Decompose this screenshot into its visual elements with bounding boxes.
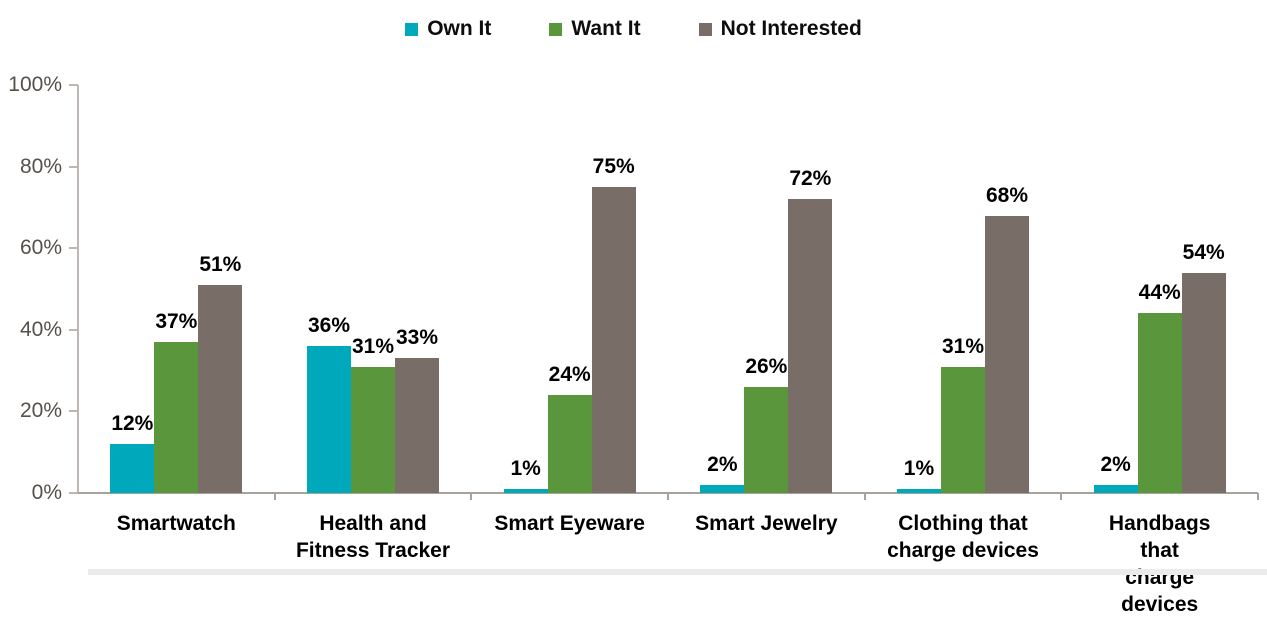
y-tick-label: 0%: [31, 481, 62, 504]
bar-value-label: 26%: [745, 354, 788, 378]
bar-value-label: 2%: [1100, 452, 1131, 476]
bar-group: 2% 26% 72%: [668, 85, 865, 493]
category-label: Handbags that charge devices: [1108, 512, 1211, 616]
bar-group: 36% 31% 33%: [275, 85, 472, 493]
bar-value-label: 31%: [351, 334, 394, 358]
y-tick-label: 60%: [19, 236, 62, 260]
bar-value-label: 72%: [789, 167, 832, 191]
legend-item: Want It: [549, 17, 641, 41]
bar-not-interested: 72%: [788, 167, 833, 493]
bar-value-label: 24%: [548, 363, 591, 387]
bar-own-it: 2%: [1093, 453, 1138, 493]
legend-item: Not Interested: [698, 17, 862, 41]
x-tick: [1060, 493, 1063, 500]
bar-own-it: 12%: [110, 412, 155, 493]
category-label: Smartwatch: [116, 512, 236, 535]
legend-swatch-icon: [405, 22, 419, 36]
bar-value-label: 54%: [1182, 240, 1225, 264]
bar-own-it: 36%: [306, 314, 351, 493]
bar-value-label: 36%: [307, 314, 350, 338]
legend-label: Want It: [571, 17, 641, 40]
bar-own-it: 1%: [503, 457, 548, 493]
category-label: Health and Fitness Tracker: [295, 512, 451, 562]
bar-own-it: 2%: [700, 453, 745, 493]
y-tick: [69, 328, 78, 331]
y-tick-label: 100%: [8, 73, 62, 96]
bar-group: 2% 44% 54%: [1061, 85, 1258, 493]
bar-not-interested: 51%: [198, 253, 243, 493]
bar-group: 1% 24% 75%: [471, 85, 668, 493]
legend-item: Own It: [405, 17, 491, 41]
bar-group: 1% 31% 68%: [865, 85, 1062, 493]
category-label: Clothing that charge devices: [887, 512, 1039, 562]
legend-swatch-icon: [549, 22, 563, 36]
bar-value-label: 37%: [155, 310, 198, 334]
bar-want-it: 31%: [940, 335, 985, 493]
bar-value-label: 12%: [111, 412, 154, 436]
bar-want-it: 37%: [154, 310, 199, 493]
x-tick: [470, 493, 473, 500]
bar-own-it: 1%: [896, 457, 941, 493]
bar-value-label: 75%: [592, 155, 635, 178]
plot-area: 0% 20% 40% 60% 80% 100% 12% 37% 51% Smartwatch 36%…: [8, 73, 1259, 616]
x-tick: [863, 493, 866, 500]
legend-swatch-icon: [698, 22, 712, 36]
y-tick-label: 80%: [19, 154, 62, 178]
bottom-strip: [88, 569, 1267, 575]
bar-not-interested: 54%: [1181, 241, 1226, 493]
y-tick: [69, 492, 78, 494]
y-tick: [69, 410, 78, 413]
bar-value-label: 2%: [707, 452, 738, 476]
bar-want-it: 24%: [547, 363, 592, 493]
legend: Own It Want It Not Interested: [0, 17, 1267, 41]
y-tick-label: 20%: [19, 399, 62, 423]
bar-value-label: 1%: [510, 456, 541, 480]
bar-not-interested: 75%: [591, 155, 636, 493]
bar-not-interested: 33%: [394, 326, 439, 493]
y-tick-label: 40%: [19, 317, 62, 341]
bar-value-label: 51%: [199, 252, 242, 276]
bar-want-it: 44%: [1137, 281, 1182, 493]
bar-value-label: 68%: [985, 183, 1028, 207]
bar-not-interested: 68%: [984, 184, 1029, 493]
x-tick: [1257, 493, 1259, 500]
bar-value-label: 44%: [1138, 281, 1181, 305]
y-axis-line: [77, 85, 79, 493]
legend-label: Own It: [427, 17, 492, 40]
bar-group: 12% 37% 51%: [78, 85, 275, 493]
y-tick: [69, 165, 78, 168]
bar-want-it: 31%: [350, 335, 395, 493]
legend-label: Not Interested: [720, 17, 862, 40]
bar-value-label: 31%: [941, 334, 984, 358]
bar-value-label: 33%: [395, 326, 438, 350]
y-tick: [69, 247, 78, 250]
x-tick: [273, 493, 276, 500]
category-label: Smart Eyeware: [494, 512, 645, 535]
bar-value-label: 1%: [903, 456, 935, 480]
bar-want-it: 26%: [744, 355, 789, 493]
y-tick: [69, 84, 78, 86]
category-label: Smart Jewelry: [695, 512, 838, 535]
x-tick: [667, 493, 669, 500]
